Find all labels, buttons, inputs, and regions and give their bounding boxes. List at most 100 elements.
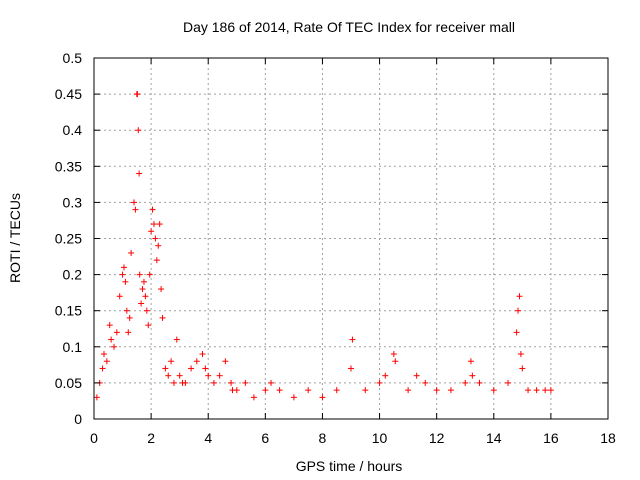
data-point: [242, 379, 249, 386]
data-point: [405, 387, 412, 394]
data-point: [148, 228, 155, 235]
x-axis-label: GPS time / hours: [296, 458, 403, 474]
data-point: [276, 387, 283, 394]
data-point: [152, 235, 159, 242]
data-point: [362, 387, 369, 394]
data-point: [519, 365, 526, 372]
data-point: [413, 372, 420, 379]
data-point: [216, 372, 223, 379]
data-point: [505, 379, 512, 386]
data-point: [422, 379, 429, 386]
data-point: [210, 379, 217, 386]
data-point: [262, 387, 269, 394]
y-tick-label: 0.2: [63, 267, 83, 283]
data-point: [376, 379, 383, 386]
x-tick-labels: 0 2 4 6 8 10 12 14 16 18: [90, 430, 616, 446]
data-point: [123, 307, 130, 314]
data-point: [122, 278, 129, 285]
data-point: [134, 91, 141, 98]
y-tick-label: 0.25: [55, 231, 82, 247]
data-point: [99, 365, 106, 372]
x-tick-label: 18: [600, 430, 616, 446]
y-tick-label: 0.3: [63, 194, 83, 210]
data-point: [128, 249, 135, 256]
y-tick-label: 0.35: [55, 158, 82, 174]
data-point: [103, 358, 110, 365]
x-tick-label: 4: [204, 430, 212, 446]
y-axis-label: ROTI / TECUs: [7, 193, 23, 283]
data-point: [199, 351, 206, 358]
x-tick-label: 10: [372, 430, 388, 446]
data-point: [349, 336, 356, 343]
data-point: [159, 314, 166, 321]
data-point: [516, 293, 523, 300]
data-point: [100, 351, 107, 358]
data-point: [138, 300, 145, 307]
data-point: [153, 257, 160, 264]
x-tick-label: 2: [147, 430, 155, 446]
data-point: [348, 365, 354, 372]
data-point: [250, 394, 257, 401]
x-tick-label: 16: [543, 430, 559, 446]
data-point: [228, 379, 235, 386]
data-point: [469, 372, 476, 379]
data-point: [193, 358, 200, 365]
data-point: [132, 206, 139, 213]
data-point: [319, 394, 326, 401]
x-tick-label: 0: [90, 430, 98, 446]
data-point: [222, 358, 229, 365]
data-point: [392, 358, 399, 365]
data-point: [158, 286, 165, 293]
data-point: [113, 329, 120, 336]
data-point: [525, 387, 532, 394]
data-point: [116, 293, 123, 300]
axis-ticks: [93, 57, 609, 420]
data-point: [433, 387, 440, 394]
data-point: [490, 387, 497, 394]
data-point: [119, 271, 126, 278]
data-point: [382, 372, 389, 379]
y-tick-labels: 0 0.05 0.1 0.15 0.2 0.25 0.3 0.35 0.4 0.45 0.5: [55, 50, 82, 427]
data-point: [139, 286, 146, 293]
x-tick-label: 14: [486, 430, 502, 446]
data-point: [150, 221, 157, 228]
data-point: [467, 358, 474, 365]
y-tick-label: 0.1: [63, 339, 83, 355]
data-point: [290, 394, 297, 401]
data-point: [155, 242, 162, 249]
y-tick-label: 0.5: [63, 50, 83, 66]
chart-title: Day 186 of 2014, Rate Of TEC Index for r…: [183, 19, 515, 35]
data-point: [205, 372, 212, 379]
data-point: [176, 372, 183, 379]
data-point: [143, 307, 150, 314]
data-point: [140, 278, 147, 285]
data-point: [149, 206, 156, 213]
x-tick-label: 12: [429, 430, 445, 446]
data-point: [233, 387, 240, 394]
y-tick-label: 0: [74, 411, 82, 427]
data-point: [108, 336, 115, 343]
data-point: [130, 199, 137, 206]
data-point: [547, 387, 554, 394]
data-point: [542, 387, 549, 394]
data-point: [170, 379, 177, 386]
data-point: [120, 264, 127, 271]
data-point: [156, 221, 163, 228]
x-tick-label: 6: [261, 430, 269, 446]
y-tick-label: 0.45: [55, 86, 82, 102]
data-point: [515, 307, 522, 314]
x-tick-label: 8: [319, 430, 327, 446]
data-point: [202, 365, 209, 372]
data-point: [142, 293, 149, 300]
data-point: [110, 343, 117, 350]
data-point: [146, 271, 153, 278]
y-tick-label: 0.05: [55, 375, 82, 391]
data-point: [135, 127, 142, 134]
data-point: [182, 379, 189, 386]
y-tick-label: 0.15: [55, 303, 82, 319]
y-tick-label: 0.4: [63, 122, 83, 138]
data-point: [93, 394, 100, 401]
data-point: [513, 329, 520, 336]
